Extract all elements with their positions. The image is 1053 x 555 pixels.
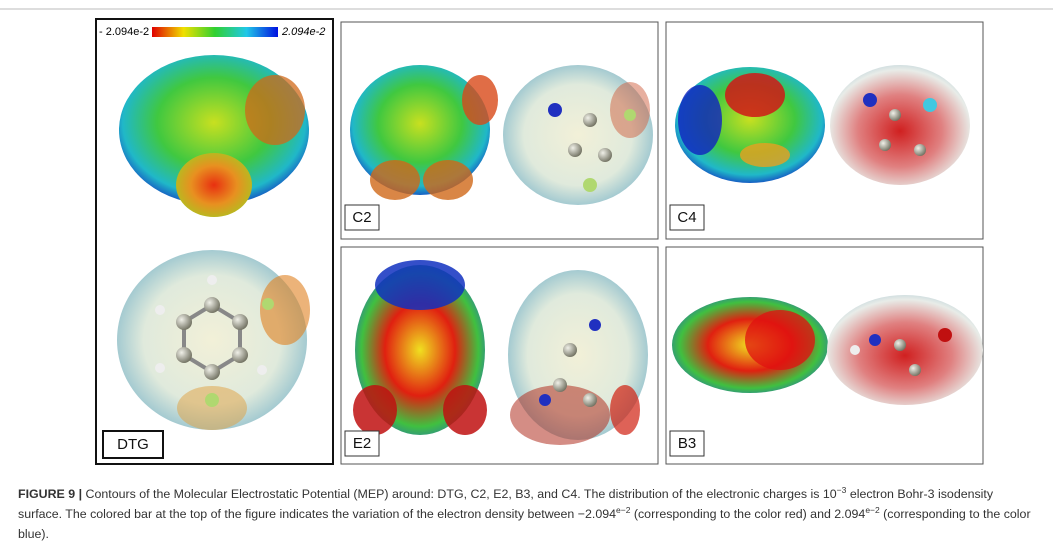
caption-text: (corresponding to the color blue). [18, 507, 1031, 541]
caption-sup: e−2 [865, 505, 880, 515]
label-box [669, 430, 705, 457]
e2-transparent [508, 270, 648, 445]
caption-text: Contours of the Molecular Electrostatic … [85, 487, 837, 501]
caption-sup: e−2 [616, 505, 631, 515]
label-box [102, 430, 164, 459]
caption-label: FIGURE 9 | [18, 487, 83, 501]
figure: - 2.094e-2 2.094e-2 DTG C2 [0, 8, 1053, 465]
color-bar-max: 2.094e-2 [281, 26, 325, 38]
color-bar [152, 27, 278, 37]
c2-surface [350, 65, 498, 200]
caption-sup: −3 [836, 485, 847, 495]
label-box [344, 204, 380, 231]
dtg-transparent [117, 250, 310, 430]
label-box [344, 430, 380, 457]
panel-label: C2 [352, 209, 371, 226]
panel-label: B3 [678, 435, 696, 452]
c4-surface [675, 67, 825, 183]
panel-label: C4 [677, 209, 696, 226]
caption-text: electron Bohr-3 isodensity surface. The … [18, 487, 994, 521]
caption-text: (corresponding to the color red) and 2.0… [630, 507, 866, 521]
panel-label: DTG [117, 436, 149, 453]
c2-transparent [503, 65, 653, 205]
b3-surface [672, 297, 828, 393]
c4-transparent [830, 65, 970, 185]
dtg-surface [119, 55, 309, 217]
panel-label: E2 [353, 435, 371, 452]
b3-transparent [827, 295, 983, 405]
color-bar-min: - 2.094e-2 [99, 26, 149, 38]
label-box [669, 204, 705, 231]
figure-caption: FIGURE 9 | Contours of the Molecular Ele… [18, 484, 1038, 544]
e2-surface [353, 260, 487, 435]
